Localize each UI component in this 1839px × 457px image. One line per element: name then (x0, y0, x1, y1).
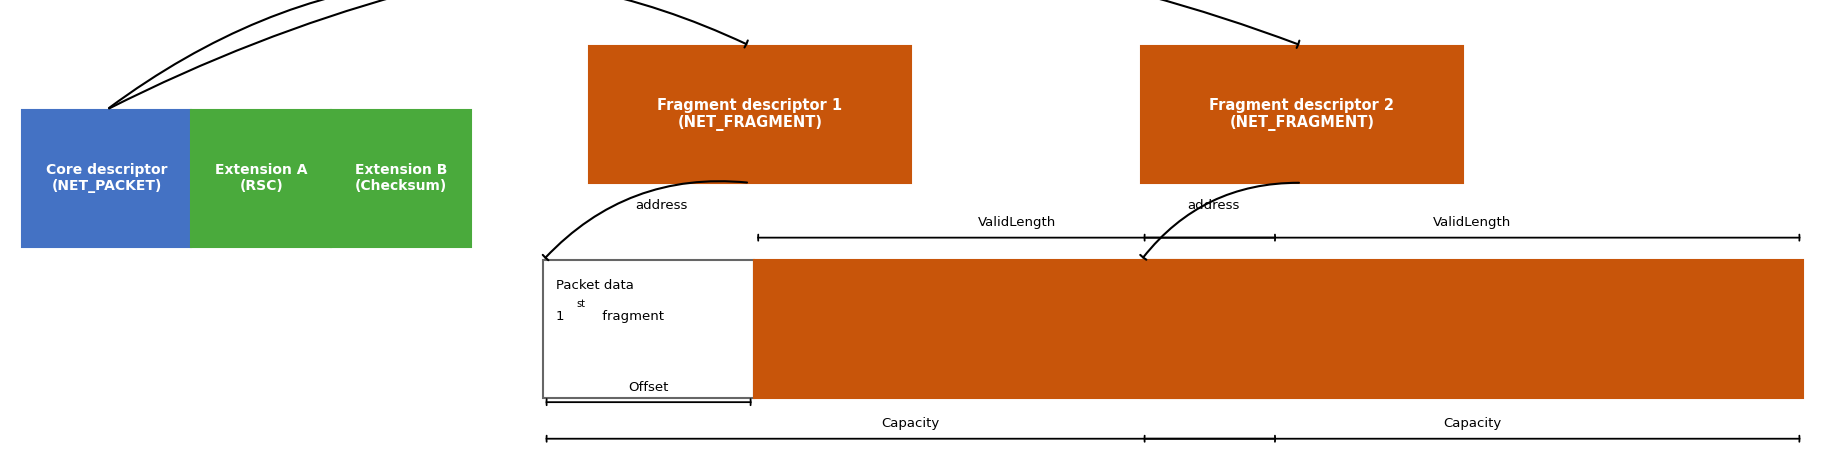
Text: Fragment descriptor 2
(NET_FRAGMENT): Fragment descriptor 2 (NET_FRAGMENT) (1208, 97, 1394, 131)
Text: address: address (636, 199, 688, 212)
FancyBboxPatch shape (331, 110, 471, 247)
FancyBboxPatch shape (1140, 46, 1462, 183)
Text: ValidLength: ValidLength (977, 217, 1056, 229)
Text: address: address (1188, 199, 1239, 212)
FancyBboxPatch shape (1140, 260, 1802, 398)
Text: Capacity: Capacity (881, 418, 940, 430)
FancyBboxPatch shape (588, 46, 910, 183)
Text: Packet data: Packet data (555, 279, 633, 292)
Text: 1: 1 (555, 310, 565, 323)
FancyBboxPatch shape (191, 110, 331, 247)
Text: Offset: Offset (629, 381, 668, 394)
Text: Core descriptor
(NET_PACKET): Core descriptor (NET_PACKET) (46, 163, 167, 193)
FancyBboxPatch shape (543, 260, 754, 398)
Text: Extension B
(Checksum): Extension B (Checksum) (355, 163, 447, 193)
Text: fragment: fragment (598, 310, 664, 323)
Text: ValidLength: ValidLength (1433, 217, 1510, 229)
Text: Capacity: Capacity (1442, 418, 1501, 430)
Text: Extension A
(RSC): Extension A (RSC) (215, 163, 307, 193)
FancyBboxPatch shape (22, 110, 191, 247)
FancyBboxPatch shape (754, 260, 1278, 398)
Text: Fragment descriptor 1
(NET_FRAGMENT): Fragment descriptor 1 (NET_FRAGMENT) (657, 97, 842, 131)
Text: st: st (576, 299, 585, 309)
